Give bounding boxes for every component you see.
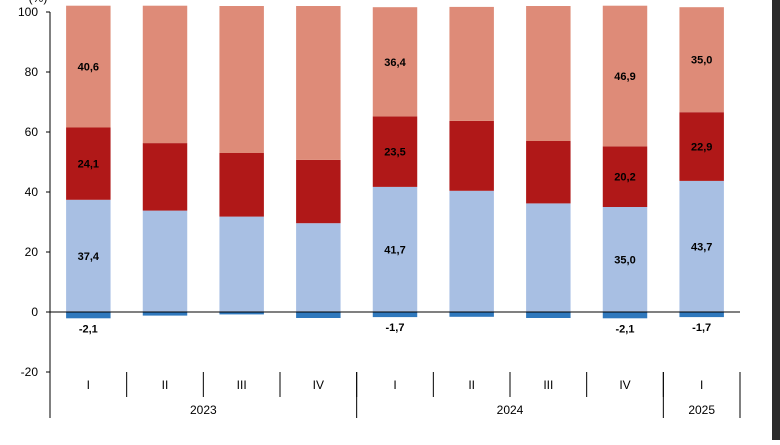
data-label: -2,1 — [79, 323, 98, 335]
data-label: 36,4 — [384, 57, 406, 69]
data-label: 20,2 — [614, 172, 635, 184]
group-label: 2025 — [688, 403, 715, 417]
bar-segment — [142, 210, 188, 312]
group-label: 2023 — [190, 403, 217, 417]
bar-segment — [296, 6, 341, 160]
y-tick-label: 40 — [25, 185, 39, 199]
bar-segment — [449, 120, 494, 191]
y-tick-label: 20 — [25, 245, 39, 259]
bar-segment — [679, 7, 724, 113]
bar-segment — [679, 180, 724, 312]
y-unit-label: (%) — [29, 0, 48, 5]
x-tick-label: I — [87, 378, 90, 392]
bar-segment — [296, 159, 341, 224]
frame-edge — [772, 0, 780, 440]
bar-segment — [66, 312, 111, 319]
data-label: 24,1 — [78, 159, 99, 171]
data-label: -1,7 — [692, 322, 711, 334]
x-tick-label: II — [468, 378, 475, 392]
data-label: -2,1 — [616, 323, 635, 335]
x-tick-label: IV — [619, 378, 630, 392]
bar-segment — [449, 190, 494, 312]
y-tick-label: 80 — [25, 65, 39, 79]
bar-segment — [66, 199, 111, 312]
bar-segment — [142, 143, 188, 211]
x-tick-label: II — [162, 378, 169, 392]
data-label: 35,0 — [691, 55, 712, 67]
bar-segment — [449, 6, 494, 121]
bar-segment — [526, 141, 571, 204]
y-tick-label: 60 — [25, 125, 39, 139]
bar-segment — [449, 312, 494, 317]
bar-segment — [219, 216, 264, 312]
bar-segment — [679, 312, 724, 318]
x-tick-label: III — [237, 378, 247, 392]
bar-segment — [526, 6, 571, 141]
bar-segment — [142, 312, 188, 316]
bar-segment — [66, 5, 111, 128]
bar-segment — [372, 116, 418, 187]
data-label: 43,7 — [691, 241, 712, 253]
data-label: -1,7 — [386, 322, 405, 334]
x-tick-label: III — [543, 378, 553, 392]
x-tick-label: I — [393, 378, 396, 392]
bar-segment — [526, 312, 571, 318]
bar-segment — [219, 6, 264, 153]
y-tick-label: 0 — [31, 305, 38, 319]
bar-segment — [372, 186, 418, 312]
y-tick-label: -20 — [21, 365, 39, 379]
bar-segment — [526, 203, 571, 312]
bar-segment — [296, 223, 341, 312]
bar-segment — [66, 127, 111, 200]
data-label: 41,7 — [384, 244, 405, 256]
data-label: 35,0 — [614, 255, 635, 267]
bar-segment — [372, 312, 418, 318]
x-tick-label: I — [700, 378, 703, 392]
bar-segment — [602, 146, 648, 207]
data-label: 23,5 — [384, 147, 405, 159]
bar-segment — [679, 112, 724, 181]
bar-segment — [602, 5, 648, 147]
x-tick-label: IV — [313, 378, 324, 392]
bar-segment — [142, 5, 188, 144]
data-label: 22,9 — [691, 142, 712, 154]
group-label: 2024 — [497, 403, 524, 417]
bar-segment — [296, 312, 341, 318]
bar-segment — [219, 153, 264, 217]
data-label: 46,9 — [614, 71, 635, 83]
bar-segment — [372, 7, 418, 117]
data-label: 37,4 — [78, 251, 100, 263]
bar-segment — [219, 312, 264, 315]
bar-segment — [602, 312, 648, 319]
data-label: 40,6 — [78, 62, 99, 74]
y-tick-label: 100 — [18, 5, 38, 19]
bar-segment — [602, 207, 648, 312]
